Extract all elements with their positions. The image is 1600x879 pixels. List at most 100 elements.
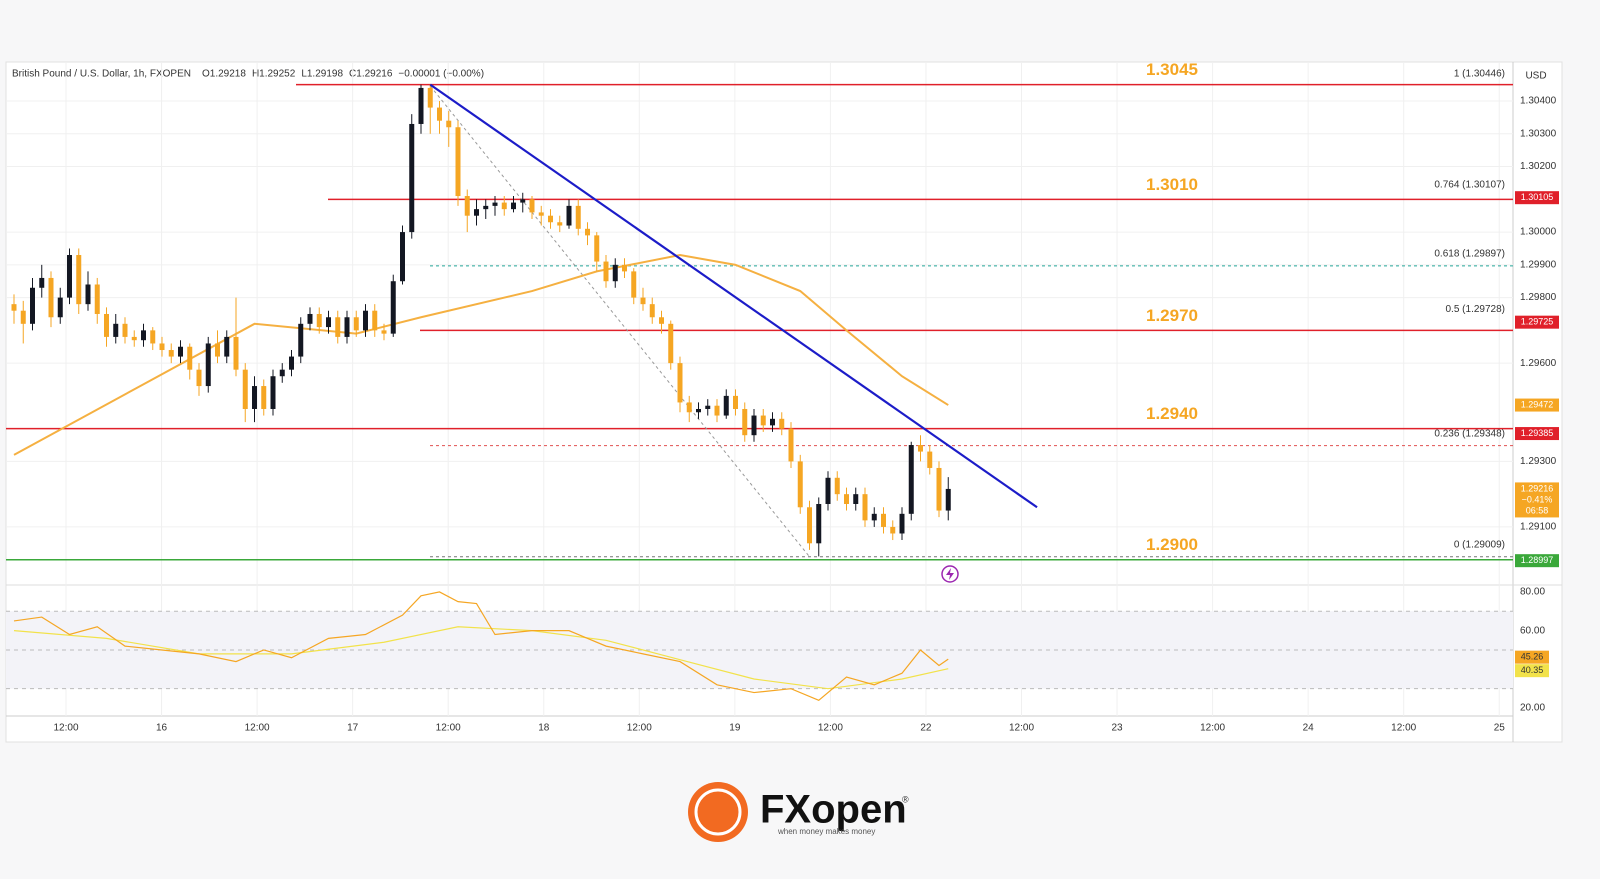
fib-diagonal: [429, 85, 810, 558]
candle-body: [261, 386, 267, 409]
candle-body: [483, 205, 489, 210]
candle-body: [464, 196, 470, 216]
candle-body: [205, 343, 211, 387]
x-tick-label: 12:00: [818, 723, 843, 734]
ohlc-value: L1.29198: [301, 69, 343, 80]
rsi-tick-label: 60.00: [1520, 625, 1545, 636]
ohlc-value: O1.29218: [202, 69, 246, 80]
price-badge: [1515, 315, 1559, 329]
candle-body: [696, 408, 701, 413]
candle-body: [11, 304, 17, 311]
candle-body: [242, 369, 248, 409]
candle-body: [631, 271, 637, 298]
logo-name: FXopen: [760, 788, 907, 832]
price-badge-label: 1.29385: [1521, 428, 1554, 438]
candle-body: [844, 494, 849, 504]
candle-body: [437, 107, 442, 121]
candle-body: [94, 284, 100, 314]
candle-body: [603, 261, 609, 282]
level-label: 1.2940: [1146, 404, 1198, 423]
candle-body: [187, 346, 193, 370]
candle-body: [178, 346, 183, 357]
candle-body: [363, 310, 368, 331]
candle-body: [557, 222, 563, 226]
fib-label: 0.5 (1.29728): [1446, 304, 1506, 315]
price-badge-label: 1.29472: [1521, 399, 1554, 409]
candle-body: [390, 281, 396, 334]
candle-body: [279, 369, 285, 377]
candle-body: [30, 287, 35, 324]
x-tick-label: 19: [729, 723, 741, 734]
candle-body: [575, 205, 581, 229]
candle-body: [760, 415, 766, 426]
candle-body: [899, 513, 905, 534]
candle-body: [686, 402, 692, 413]
candle-body: [816, 503, 822, 544]
price-badge: [1515, 398, 1559, 412]
candle-body: [353, 317, 359, 331]
candle-body: [67, 255, 72, 298]
candle-body: [372, 310, 378, 331]
x-tick-label: 12:00: [1009, 723, 1034, 734]
chart-title: British Pound / U.S. Dollar, 1h, FXOPEN: [12, 69, 191, 80]
candle-body: [427, 87, 433, 108]
candle-body: [714, 405, 720, 416]
candle-body: [233, 336, 239, 370]
candle-body: [705, 405, 711, 409]
rsi-badge: [1515, 664, 1549, 678]
logo-tagline: when money makes money: [777, 827, 875, 836]
candle-body: [455, 127, 461, 197]
candle-body: [298, 323, 304, 357]
price-badge-label: 1.29725: [1521, 317, 1554, 327]
y-tick-label: 1.29900: [1520, 259, 1557, 270]
candle-body: [335, 317, 341, 337]
candle-body: [150, 330, 156, 344]
price-badge: [1515, 554, 1559, 568]
candle-body: [649, 304, 655, 318]
candle-body: [659, 317, 664, 324]
y-tick-label: 1.30400: [1520, 96, 1557, 107]
candle-body: [104, 313, 109, 337]
y-tick-label: 1.30200: [1520, 161, 1557, 172]
candle-body: [927, 451, 933, 468]
candle-body: [289, 356, 294, 370]
price-badge-label: 1.29216: [1521, 483, 1554, 493]
candle-body: [316, 313, 322, 328]
fib-label: 0.618 (1.29897): [1434, 248, 1505, 259]
candle-body: [742, 408, 748, 436]
candle-body: [825, 477, 831, 504]
candle-body: [39, 277, 45, 288]
x-tick-label: 12:00: [245, 723, 270, 734]
candle-body: [677, 363, 683, 403]
price-badge-sub: −0.41%: [1522, 494, 1553, 504]
x-tick-label: 22: [920, 723, 932, 734]
level-label: 1.2970: [1146, 306, 1198, 325]
candle-body: [57, 297, 63, 318]
candle-body: [918, 445, 923, 452]
candle-body: [141, 330, 146, 341]
fib-label: 1 (1.30446): [1454, 69, 1505, 80]
x-tick-label: 12:00: [627, 723, 652, 734]
candle-body: [668, 323, 674, 364]
candle-body: [501, 202, 507, 210]
candle-body: [945, 488, 951, 511]
candle-body: [622, 264, 627, 272]
rsi-tick-label: 20.00: [1520, 703, 1545, 714]
candle-body: [751, 415, 757, 436]
x-tick-label: 24: [1303, 723, 1315, 734]
candle-body: [594, 235, 600, 262]
rsi-line: [13, 591, 949, 701]
x-tick-label: 17: [347, 723, 359, 734]
y-tick-label: 1.29100: [1520, 522, 1557, 533]
candle-body: [159, 343, 165, 351]
price-badge-label: 1.30105: [1521, 192, 1554, 202]
candle-body: [585, 228, 590, 236]
candle-body: [131, 336, 137, 341]
price-badge: [1515, 427, 1559, 441]
candle-body: [122, 323, 128, 337]
lightning-icon: [941, 565, 959, 583]
candle-body: [409, 123, 415, 233]
y-tick-label: 1.30300: [1520, 128, 1557, 139]
candle-body: [797, 461, 803, 508]
fib-label: 0 (1.29009): [1454, 539, 1505, 550]
